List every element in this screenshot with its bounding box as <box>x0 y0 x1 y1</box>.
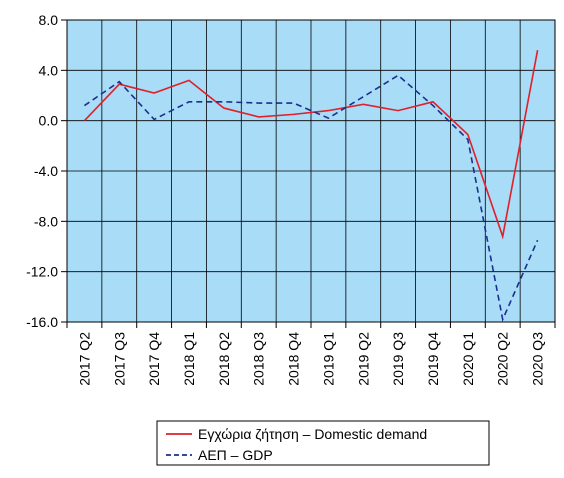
x-tick-label: 2020 Q3 <box>530 332 546 386</box>
x-tick-label: 2019 Q1 <box>320 332 336 386</box>
legend: Εγχώρια ζήτηση – Domestic demand ΑΕΠ – G… <box>156 420 490 466</box>
x-tick-label: 2017 Q4 <box>146 332 162 386</box>
grid <box>67 19 555 323</box>
y-tick-label: -12.0 <box>26 264 58 280</box>
x-tick-label: 2020 Q2 <box>495 332 511 386</box>
x-tick-label: 2019 Q3 <box>390 332 406 386</box>
x-tick-label: 2018 Q4 <box>286 332 302 386</box>
y-tick-label: -4.0 <box>34 163 58 179</box>
x-tick-label: 2018 Q3 <box>251 332 267 386</box>
y-tick-label: 0.0 <box>39 113 59 129</box>
y-axis-ticks: 8.0 4.0 0.0 -4.0 -8.0 -12.0 -16.0 <box>26 12 67 330</box>
x-tick-label: 2017 Q2 <box>76 332 92 386</box>
y-tick-label: 4.0 <box>39 62 59 78</box>
series-line-gdp <box>83 74 539 323</box>
x-tick-label: 2019 Q4 <box>425 332 441 386</box>
x-tick-label: 2019 Q2 <box>355 332 371 386</box>
x-tick-label: 2018 Q1 <box>181 332 197 386</box>
legend-label-domestic-demand: Εγχώρια ζήτηση – Domestic demand <box>198 426 427 442</box>
x-tick-label: 2017 Q3 <box>111 332 127 386</box>
series-line-domestic-demand <box>83 50 539 240</box>
y-tick-label: -16.0 <box>26 314 58 330</box>
x-tick-label: 2020 Q1 <box>460 332 476 386</box>
y-tick-label: 8.0 <box>39 12 59 28</box>
x-axis-ticks: 2017 Q2 2017 Q3 2017 Q4 2018 Q1 2018 Q2 2018 … <box>66 322 556 386</box>
series-lines <box>83 50 539 323</box>
x-tick-label: 2018 Q2 <box>216 332 232 386</box>
legend-box <box>156 420 490 466</box>
y-tick-label: -8.0 <box>34 213 58 229</box>
legend-label-gdp: ΑΕΠ – GDP <box>198 447 273 463</box>
